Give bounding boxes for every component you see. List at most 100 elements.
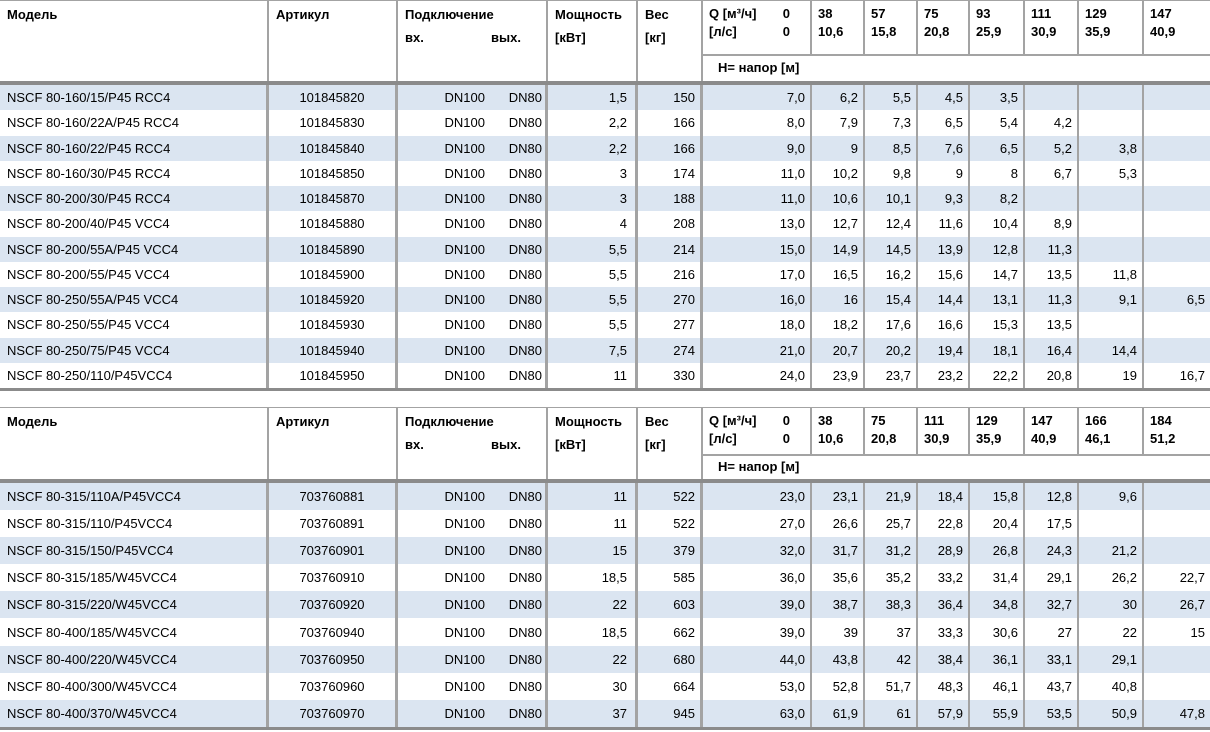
- connection-cell: DN100 DN80: [398, 362, 548, 388]
- head-value-cell: 17,6: [865, 312, 918, 338]
- table-row: NSCF 80-400/300/W45VCC4 703760960 DN100 DN8…: [0, 672, 1210, 700]
- head-value-cell: 53,5: [1025, 699, 1079, 727]
- q-m3h-value: 111: [1031, 6, 1052, 21]
- connection-in-cell: DN100: [444, 292, 485, 308]
- head-value-cell: 20,7: [812, 337, 865, 363]
- head-value-cell: 8,2: [970, 186, 1025, 212]
- power-cell: 1,5: [548, 85, 638, 111]
- q-m3h-label: Q [м³/ч]: [709, 6, 757, 21]
- connection-out-cell: DN80: [508, 624, 542, 640]
- power-cell: 11: [548, 483, 638, 511]
- head-value-cell: 11,8: [1079, 261, 1144, 287]
- weight-cell: 166: [638, 135, 703, 161]
- head-value-cell: 33,2: [918, 564, 970, 592]
- weight-cell: 274: [638, 337, 703, 363]
- head-value-cell: [1079, 211, 1144, 237]
- column-header-connection: Подключение вх. вых.: [398, 1, 548, 81]
- head-value-cell: 7,0: [703, 85, 812, 111]
- table-row: NSCF 80-250/55/P45 VCC4 101845930 DN100 DN8…: [0, 312, 1210, 338]
- q-flow-column-header: 38 10,6: [812, 408, 865, 456]
- power-cell: 15: [548, 537, 638, 565]
- q-flow-column-header: 111 30,9: [1025, 1, 1079, 56]
- model-cell: NSCF 80-315/110/P45VCC4: [0, 510, 269, 538]
- connection-out-cell: DN80: [508, 216, 542, 232]
- column-header-label: Вес: [645, 414, 669, 429]
- head-value-cell: 23,9: [812, 362, 865, 388]
- q-m3h-value: 166: [1085, 413, 1107, 428]
- weight-cell: 270: [638, 287, 703, 313]
- connection-cell: DN100 DN80: [398, 645, 548, 673]
- weight-cell: 277: [638, 312, 703, 338]
- head-value-cell: 16,7: [1179, 367, 1205, 383]
- head-value-cell: 20,2: [865, 337, 918, 363]
- connection-in-cell: DN100: [444, 241, 485, 257]
- head-value-cell: 23,0: [703, 483, 812, 511]
- column-header-label: Артикул: [276, 414, 330, 429]
- head-value-cell: 6,5: [1186, 292, 1205, 308]
- head-value-cell: 11,3: [1025, 287, 1079, 313]
- head-value-cell: 31,4: [970, 564, 1025, 592]
- head-value-cell: 33,3: [918, 618, 970, 646]
- head-value-cell: 9,3: [918, 186, 970, 212]
- head-value-cell: 38,3: [865, 591, 918, 619]
- table-header: Модель Артикул Подключение вх. вых. Мощность […: [0, 407, 1210, 483]
- connection-cell: DN100 DN80: [398, 287, 548, 313]
- weight-cell: 603: [638, 591, 703, 619]
- table-row: NSCF 80-315/110A/P45VCC4 703760881 DN100 DN…: [0, 483, 1210, 511]
- weight-cell: 208: [638, 211, 703, 237]
- q-ls-value: 0: [782, 431, 790, 447]
- column-header-weight: Вес [кг]: [638, 1, 703, 81]
- q-flow-column-header: 93 25,9: [970, 1, 1025, 56]
- q-m3h-value: 129: [1085, 6, 1107, 21]
- q-ls-value: 30,9: [924, 431, 950, 447]
- head-value-cell: 40,8: [1079, 672, 1144, 700]
- connection-cell: DN100 DN80: [398, 261, 548, 287]
- power-cell: 3: [548, 160, 638, 186]
- weight-cell: 174: [638, 160, 703, 186]
- article-cell: 101845880: [269, 211, 398, 237]
- article-cell: 703760881: [269, 483, 398, 511]
- connection-in-cell: DN100: [444, 489, 485, 505]
- q-m3h-value: 75: [871, 413, 886, 428]
- head-value-cell: 33,1: [1025, 645, 1079, 673]
- q-flow-header: Q [м³/ч] 0 [л/с] 0: [703, 1, 812, 56]
- head-value-cell: [1144, 85, 1210, 110]
- column-header-label: Артикул: [276, 7, 330, 22]
- head-value-cell: 21,9: [865, 483, 918, 511]
- connection-out-label: вых.: [491, 437, 521, 453]
- head-value-cell: 42: [865, 645, 918, 673]
- connection-in-cell: DN100: [444, 597, 485, 613]
- head-value-cell: 21,0: [703, 337, 812, 363]
- q-m3h-value: 38: [818, 413, 833, 428]
- weight-cell: 662: [638, 618, 703, 646]
- head-value-cell: 4,2: [1025, 110, 1079, 136]
- model-cell: NSCF 80-315/220/W45VCC4: [0, 591, 269, 619]
- head-value-cell: 25,7: [865, 510, 918, 538]
- table-row: NSCF 80-160/15/P45 RCC4 101845820 DN100 DN8…: [0, 85, 1210, 111]
- head-value-cell: 37: [865, 618, 918, 646]
- q-flow-column-header: 75 20,8: [865, 408, 918, 456]
- head-value-cell: 11,3: [1025, 236, 1079, 262]
- head-value-cell: [1079, 85, 1144, 111]
- power-cell: 7,5: [548, 337, 638, 363]
- connection-out-cell: DN80: [508, 90, 542, 106]
- connection-cell: DN100 DN80: [398, 510, 548, 538]
- weight-cell: 166: [638, 110, 703, 136]
- column-header-label: Мощность: [555, 414, 622, 429]
- head-value-cell: 23,2: [918, 362, 970, 388]
- connection-cell: DN100 DN80: [398, 211, 548, 237]
- weight-cell: 330: [638, 362, 703, 388]
- connection-subheader: вх. вых.: [405, 436, 542, 454]
- head-value-cell: 57,9: [918, 699, 970, 727]
- model-cell: NSCF 80-250/55/P45 VCC4: [0, 312, 269, 338]
- head-value-cell: 9,6: [1079, 483, 1144, 511]
- q-m3h-value: 184: [1150, 413, 1172, 428]
- q-ls-value: 40,9: [1031, 431, 1057, 447]
- column-header-connection: Подключение вх. вых.: [398, 408, 548, 479]
- head-value-cell: 26,6: [812, 510, 865, 538]
- head-value-cell: 15,6: [918, 261, 970, 287]
- q-flow-label-row: [л/с] 0: [709, 430, 806, 448]
- table-row: NSCF 80-400/370/W45VCC4 703760970 DN100 DN8…: [0, 699, 1210, 727]
- head-value-cell: 23,7: [865, 362, 918, 388]
- connection-cell: DN100 DN80: [398, 160, 548, 186]
